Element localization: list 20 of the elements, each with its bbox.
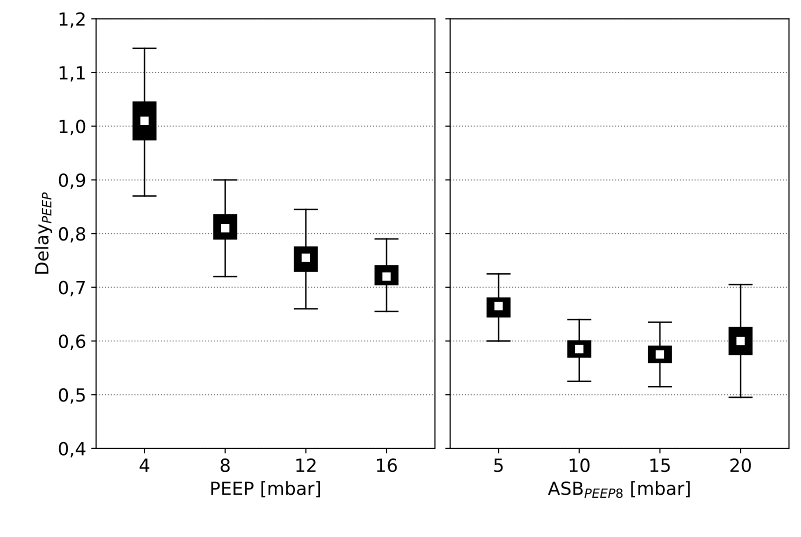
y-tick-label: 0,6 <box>58 334 86 350</box>
x-axis-title: ASB$_{PEEP8}$ [mbar] <box>548 481 690 498</box>
x-tick-label: 12 <box>296 458 316 472</box>
y-tick-label: 0,5 <box>58 388 85 404</box>
y-tick-label: 1,2 <box>60 12 85 28</box>
y-tick-label: 1,1 <box>60 66 85 82</box>
y-tick-label: 0,8 <box>58 227 86 243</box>
y-axis-title: Delay$_{PEEP}$ <box>34 192 52 274</box>
x-tick-label: 10 <box>570 458 590 472</box>
x-tick-label: 15 <box>650 458 670 472</box>
x-tick-label: 5 <box>494 458 503 472</box>
y-tick-label: 1,0 <box>60 120 86 136</box>
x-tick-label: 20 <box>730 458 751 472</box>
x-tick-label: 8 <box>220 458 230 472</box>
y-tick-label: 0,9 <box>58 173 86 189</box>
y-tick-label: 0,7 <box>58 280 85 296</box>
x-tick-label: 4 <box>140 458 150 472</box>
x-axis-title: PEEP [mbar] <box>211 481 320 498</box>
y-tick-label: 0,4 <box>58 442 86 458</box>
x-tick-label: 16 <box>377 458 397 472</box>
